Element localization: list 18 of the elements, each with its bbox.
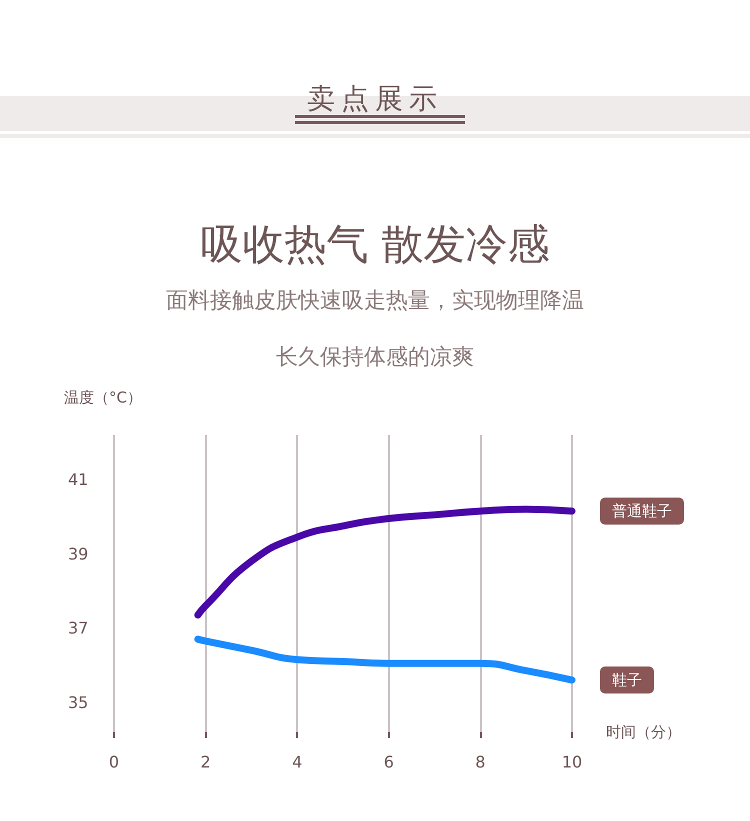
text: 鞋子 — [612, 671, 642, 690]
y-tick-label: 37 — [68, 618, 88, 638]
text: 卖点展示 — [306, 81, 444, 117]
y-tick-label: 35 — [68, 692, 88, 712]
x-tick-label: 0 — [108, 752, 120, 772]
x-tick-label: 2 — [200, 752, 211, 772]
y-axis-title: 温度（°C） — [64, 388, 142, 406]
x-tick-label: 6 — [384, 752, 394, 772]
x-tick-label: 10 — [562, 752, 582, 772]
x-tick-label: 4 — [292, 752, 302, 772]
chart-title: 吸收热气 散发冷感 — [200, 220, 550, 268]
x-axis-title: 时间（分） — [606, 723, 681, 741]
y-tick-label: 39 — [68, 544, 88, 564]
y-tick-label: 41 — [68, 470, 88, 490]
x-tick-label: 8 — [475, 752, 486, 772]
text: 普通鞋子 — [612, 502, 672, 520]
chart-subtitle: 面料接触皮肤快速吸走热量，实现物理降温 — [166, 288, 584, 314]
text: 长久保持体感的凉爽 — [275, 344, 475, 372]
